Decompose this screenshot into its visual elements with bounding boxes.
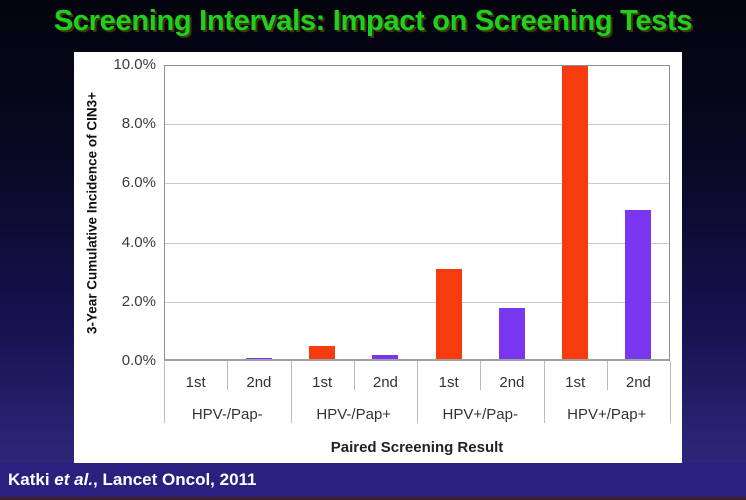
x-sub-label: 1st [438, 374, 459, 391]
x-axis-divider [227, 361, 229, 390]
bar-2-2nd [498, 307, 525, 361]
x-sub-label: 1st [185, 374, 206, 391]
plot-frame [164, 65, 670, 361]
bar-1-1st [309, 346, 336, 361]
y-tick-label: 8.0% [121, 115, 156, 133]
y-tick-label: 10.0% [113, 56, 156, 73]
x-axis-divider [480, 361, 482, 390]
x-sub-label: 2nd [372, 374, 398, 391]
x-axis-divider [417, 361, 418, 423]
bar-1-2nd [372, 355, 399, 361]
y-tick-label: 4.0% [121, 233, 156, 251]
x-sub-label: 1st [312, 374, 333, 391]
bar-3-1st [562, 65, 589, 361]
x-axis-title: Paired Screening Result [330, 439, 504, 456]
x-sub-label: 2nd [246, 374, 272, 391]
slide-title: Screening Intervals: Impact on Screening… [53, 5, 693, 37]
x-axis-divider [606, 361, 608, 390]
bar-2-1st [435, 269, 462, 361]
x-sub-label: 2nd [625, 374, 651, 391]
x-group-label: HPV+/Pap+ [567, 406, 647, 423]
bottom-edge-strip [0, 497, 746, 500]
x-axis-divider [290, 361, 292, 423]
gridline [164, 242, 670, 244]
citation-bar: Katki et al., Lancet Oncol, 2011 [0, 463, 746, 497]
gridline [164, 183, 670, 185]
gridline [164, 124, 670, 126]
y-tick-label: 2.0% [121, 292, 156, 310]
citation-text: Katki et al., Lancet Oncol, 2011 [8, 470, 257, 489]
x-group-label: HPV+/Pap- [442, 406, 518, 423]
x-sub-label: 2nd [499, 374, 525, 391]
x-group-label: HPV-/Pap- [191, 406, 263, 423]
x-group-label: HPV-/Pap+ [316, 406, 392, 423]
gridline [164, 301, 670, 303]
y-tick-label: 0.0% [121, 352, 156, 369]
y-tick-label: 6.0% [121, 174, 156, 192]
x-axis-divider [543, 361, 545, 423]
x-axis-divider [164, 361, 165, 423]
x-axis-divider [353, 361, 355, 390]
bar-3-2nd [625, 210, 652, 361]
chart-panel: 3-Year Cumulative Incidence of CIN3+ Pai… [74, 52, 682, 463]
x-axis-divider [670, 361, 671, 423]
x-sub-label: 1st [565, 374, 586, 391]
